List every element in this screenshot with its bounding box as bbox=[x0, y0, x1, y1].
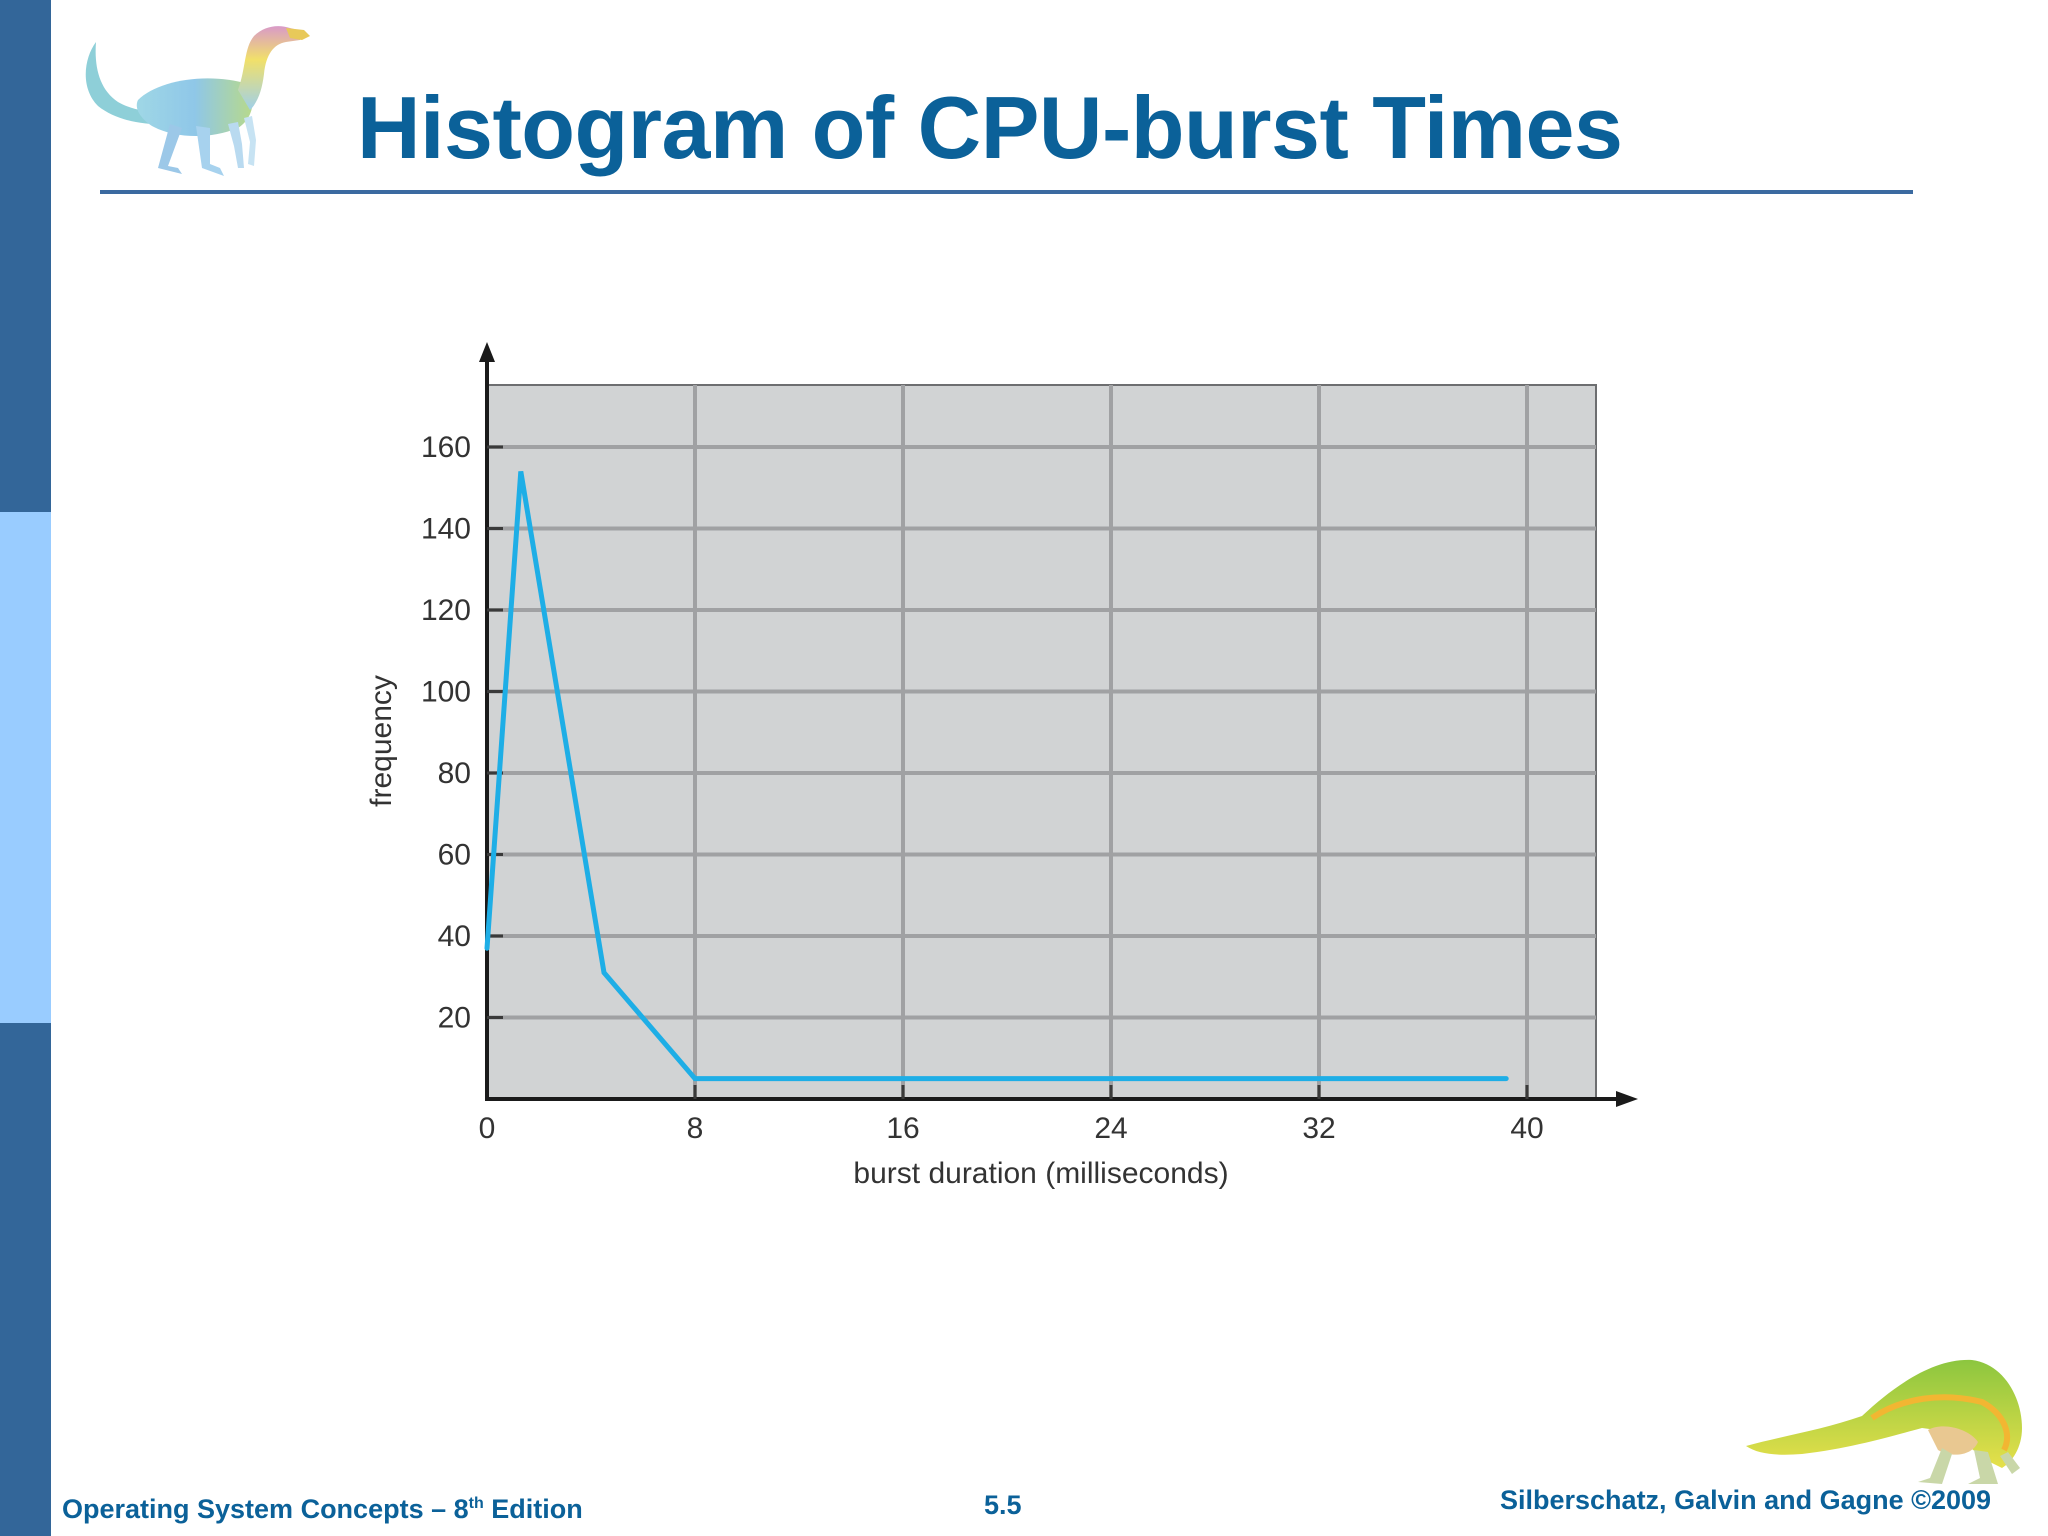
series-line bbox=[484, 471, 1509, 1082]
footer-book-title-suffix: Edition bbox=[483, 1494, 583, 1524]
footer-copyright: Silberschatz, Galvin and Gagne ©2009 bbox=[1500, 1485, 1992, 1515]
y-tick-label: 140 bbox=[421, 513, 471, 546]
slide-number: 5.5 bbox=[984, 1490, 1022, 1520]
dinosaur-logo-icon bbox=[78, 18, 314, 188]
axes bbox=[479, 342, 1638, 1107]
dinosaur-decoration-icon bbox=[1742, 1318, 2038, 1488]
footer-book-title-sup: th bbox=[468, 1495, 484, 1512]
footer-book-title: Operating System Concepts – 8th Edition bbox=[62, 1494, 583, 1525]
sidebar-light-middle bbox=[0, 512, 51, 1023]
x-tick-label: 16 bbox=[886, 1112, 919, 1145]
y-tick-label: 120 bbox=[421, 594, 471, 627]
x-axis-arrow-icon bbox=[1616, 1091, 1638, 1107]
y-tick-label: 60 bbox=[438, 839, 471, 872]
y-tick-label: 20 bbox=[438, 1002, 471, 1035]
plot-background bbox=[486, 384, 1597, 1100]
plot-area bbox=[486, 384, 1597, 1100]
y-tick-label: 160 bbox=[421, 431, 471, 464]
page-title: Histogram of CPU-burst Times bbox=[357, 78, 1623, 177]
y-tick-label: 80 bbox=[438, 757, 471, 790]
frequency-series-line bbox=[484, 471, 1509, 1082]
x-tick-label: 0 bbox=[479, 1112, 496, 1145]
x-tick-label: 24 bbox=[1094, 1112, 1127, 1145]
grid-lines bbox=[487, 385, 1596, 1099]
y-tick-label: 40 bbox=[438, 920, 471, 953]
sidebar-dark-top bbox=[0, 0, 51, 512]
sidebar-dark-bottom bbox=[0, 1023, 51, 1536]
footer-book-title-prefix: Operating System Concepts – 8 bbox=[62, 1494, 469, 1524]
x-tick-label: 40 bbox=[1510, 1112, 1543, 1145]
tick-labels: 20 40 60 80 100 120 140 160 0 8 16 24 32 40 bbox=[421, 431, 1544, 1145]
y-axis-label: frequency bbox=[365, 675, 398, 807]
x-tick-label: 32 bbox=[1302, 1112, 1335, 1145]
x-axis-label: burst duration (milliseconds) bbox=[853, 1157, 1228, 1190]
y-axis-arrow-icon bbox=[479, 342, 495, 362]
title-divider bbox=[100, 190, 1913, 194]
y-tick-label: 100 bbox=[421, 676, 471, 709]
x-tick-label: 8 bbox=[687, 1112, 704, 1145]
